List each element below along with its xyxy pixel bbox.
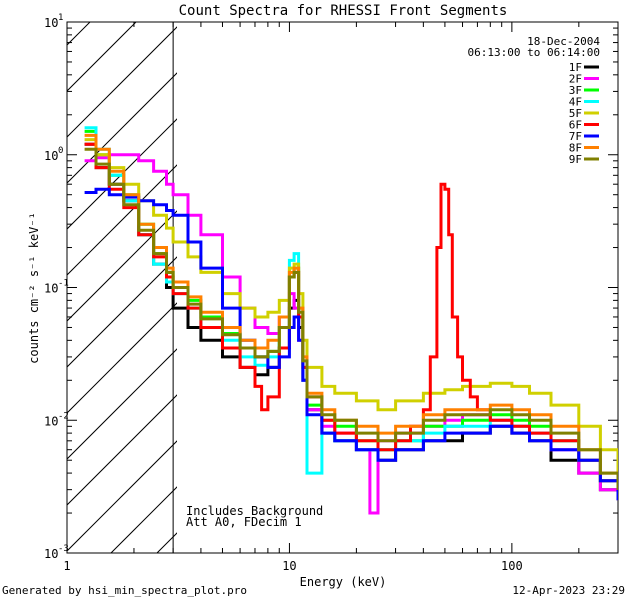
hatch-line [67, 72, 177, 184]
x-axis-label: Energy (keV) [300, 575, 387, 589]
y-tick-base: 10 [44, 282, 58, 296]
hatch-line [67, 440, 177, 552]
y-tick-label: 10 1 [44, 13, 63, 30]
legend-label-1f: 1F [569, 61, 582, 74]
y-tick-base: 10 [44, 547, 58, 561]
series-line-4f [84, 126, 618, 501]
x-tick-label: 10 [282, 559, 296, 573]
y-tick-exponent: -3 [58, 544, 69, 554]
x-tick-label: 1 [63, 559, 70, 573]
y-tick-exponent: 1 [58, 13, 63, 23]
legend-label-2f: 2F [569, 73, 582, 86]
y-tick-label: 10 -1 [44, 279, 69, 296]
y-tick-base: 10 [44, 414, 58, 428]
legend-label-9f: 9F [569, 153, 582, 166]
annotation-background: Includes Background [186, 504, 323, 518]
series-line-1f [84, 142, 618, 501]
series-line-2f [84, 153, 618, 515]
y-tick-base: 10 [44, 16, 58, 30]
series-group [84, 126, 618, 515]
chart-title: Count Spectra for RHESSI Front Segments [179, 3, 508, 19]
hatched-region [0, 0, 177, 553]
date-label: 18-Dec-2004 [527, 35, 600, 48]
annotation-attenuator: Att A0, FDecim 1 [186, 515, 302, 529]
y-tick-label: 10 0 [44, 146, 63, 163]
hatch-line [67, 118, 177, 230]
y-axis-label: counts cm⁻² s⁻¹ keV⁻¹ [27, 212, 41, 364]
hatch-line [110, 486, 177, 553]
x-tick-label: 100 [501, 559, 523, 573]
y-tick-label: 10 -3 [44, 544, 69, 561]
y-tick-exponent: -1 [58, 279, 69, 289]
y-tick-base: 10 [44, 149, 58, 163]
legend-label-7f: 7F [569, 130, 582, 143]
y-tick-label: 10 -2 [44, 411, 69, 428]
footer-timestamp: 12-Apr-2023 23:29 [512, 584, 625, 597]
hatch-line [67, 210, 177, 322]
y-tick-exponent: -2 [58, 411, 69, 421]
hatch-line [67, 22, 137, 92]
x-tick-labels: 1 10 100 [63, 559, 522, 573]
hatch-line [0, 0, 167, 553]
series-line-5f [84, 138, 618, 474]
y-tick-exponent: 0 [58, 146, 63, 156]
series-line-6f [84, 142, 618, 501]
legend-label-4f: 4F [569, 96, 582, 109]
series-line-8f [84, 133, 618, 490]
footer-generator: Generated by hsi_min_spectra_plot.pro [2, 584, 247, 597]
hatch-line [67, 394, 177, 506]
legend-label-8f: 8F [569, 142, 582, 155]
legend-label-5f: 5F [569, 107, 582, 120]
hatch-line [67, 302, 177, 414]
series-line-9f [84, 147, 618, 490]
time-range-label: 06:13:00 to 06:14:00 [468, 46, 600, 59]
axis-ticks [66, 22, 619, 554]
plot-frame [66, 21, 619, 554]
legend-label-6f: 6F [569, 119, 582, 132]
legend-label-3f: 3F [569, 84, 582, 97]
hatch-line [67, 348, 177, 460]
hatch-line [67, 164, 177, 276]
series-line-7f [84, 187, 618, 501]
